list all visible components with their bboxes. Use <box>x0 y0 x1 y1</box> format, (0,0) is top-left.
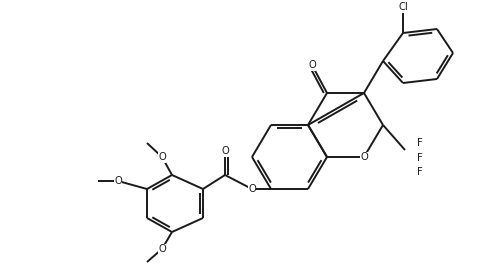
Text: O: O <box>248 184 256 194</box>
Text: O: O <box>114 176 122 186</box>
Text: O: O <box>158 152 166 162</box>
Text: F: F <box>417 153 423 163</box>
Text: O: O <box>221 146 229 156</box>
Text: F: F <box>417 138 423 148</box>
Text: O: O <box>308 60 316 70</box>
Text: F: F <box>417 167 423 177</box>
Text: Cl: Cl <box>398 2 408 12</box>
Text: O: O <box>158 244 166 254</box>
Text: O: O <box>360 152 368 162</box>
